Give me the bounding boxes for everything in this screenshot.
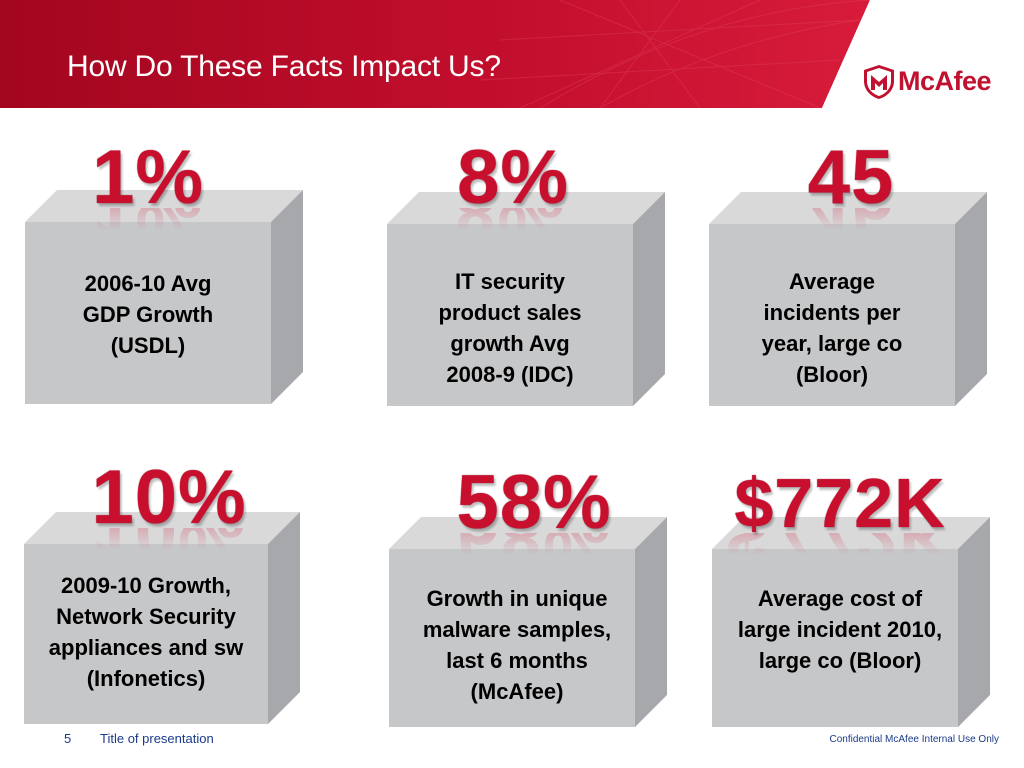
stat-description: Average cost of large incident 2010, large… (737, 586, 943, 673)
stat-value: 10% (91, 455, 247, 540)
card-box (387, 192, 665, 406)
stat-value: $772K (734, 464, 946, 542)
stat-value: 45 (807, 135, 895, 220)
card-box (25, 190, 303, 404)
stat-card-4: 10% 10% 2009-10 Growth,Network Securitya… (24, 460, 304, 728)
stat-description: Growth in unique malware samples, last 6 m… (422, 586, 612, 704)
slide-title: How Do These Facts Impact Us? (67, 50, 501, 83)
card-box (389, 517, 667, 727)
stat-description: IT security product sales growth Avg 2008-9… (438, 269, 582, 387)
header-band (0, 0, 1024, 108)
slide-header: How Do These Facts Impact Us? McAfee (0, 0, 1024, 108)
card-box (709, 192, 987, 406)
stat-description: 2009-10 Growth, Network Security appliance… (48, 573, 244, 691)
mcafee-shield-icon (864, 65, 894, 99)
stat-value: 1% (92, 135, 204, 220)
page-number: 5 (64, 731, 72, 746)
brand-name: McAfee (898, 66, 992, 96)
stat-description: 2006-10 Avg GDP Growth (USDL) (82, 271, 214, 358)
card-box (24, 512, 300, 724)
mcafee-logo: McAfee (862, 64, 1004, 102)
stat-description: Average incidents per year, large co (Bloor… (761, 269, 903, 387)
confidential-notice: Confidential McAfee Internal Use Only (829, 734, 999, 745)
presentation-title: Title of presentation (100, 731, 214, 746)
card-box (712, 517, 990, 727)
stat-value: 8% (457, 135, 569, 220)
stat-value: 58% (456, 460, 612, 545)
